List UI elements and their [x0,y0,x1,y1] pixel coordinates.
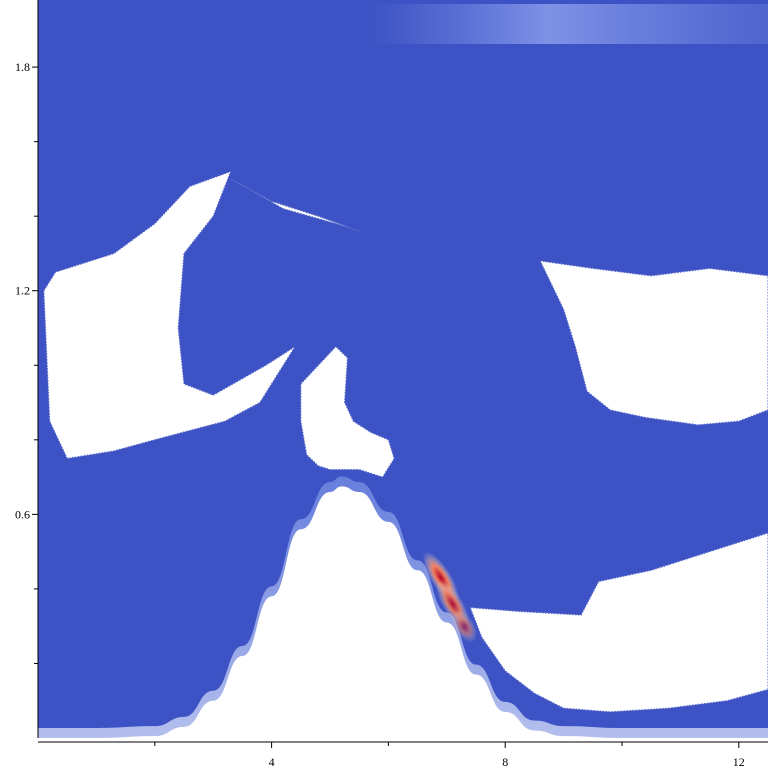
y-tick-label-1.8: 1.8 [15,60,30,74]
x-tick-label-8: 8 [502,755,508,768]
void-region-right-lower [469,532,768,713]
y-tick-label-1.2: 1.2 [15,284,30,298]
void-region-mid-tongue [230,178,360,232]
obstacle-body [38,486,768,738]
x-tick-label-4: 4 [269,755,275,768]
axes: 4 8 12 0.6 1.2 1.8 [15,0,768,768]
hotspot-2 [451,610,478,643]
plot-area [38,0,768,738]
y-tick-label-0.6: 0.6 [15,507,30,521]
void-region-center [300,345,395,478]
x-tick-label-12: 12 [733,755,745,768]
void-region-left [43,170,296,460]
field-top-glow [38,4,768,44]
void-region-right-upper [539,260,768,426]
